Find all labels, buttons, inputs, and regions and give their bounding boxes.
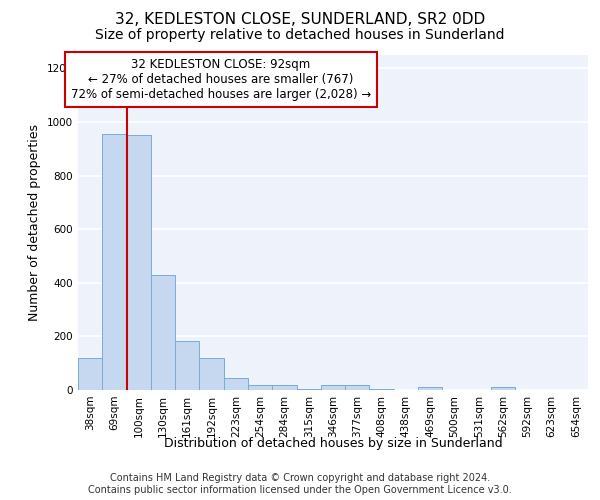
Bar <box>296 388 321 390</box>
Text: 32 KEDLESTON CLOSE: 92sqm
← 27% of detached houses are smaller (767)
72% of semi: 32 KEDLESTON CLOSE: 92sqm ← 27% of detac… <box>71 58 371 102</box>
Bar <box>151 275 175 390</box>
Bar <box>199 358 224 390</box>
Bar <box>491 388 515 390</box>
Bar <box>418 388 442 390</box>
Text: Distribution of detached houses by size in Sunderland: Distribution of detached houses by size … <box>164 438 502 450</box>
Bar <box>127 136 151 390</box>
Text: Size of property relative to detached houses in Sunderland: Size of property relative to detached ho… <box>95 28 505 42</box>
Bar <box>370 388 394 390</box>
Bar <box>248 384 272 390</box>
Bar <box>345 385 370 390</box>
Bar <box>102 134 127 390</box>
Text: Contains HM Land Registry data © Crown copyright and database right 2024.
Contai: Contains HM Land Registry data © Crown c… <box>88 474 512 495</box>
Bar <box>224 378 248 390</box>
Bar <box>175 341 199 390</box>
Bar <box>272 384 296 390</box>
Y-axis label: Number of detached properties: Number of detached properties <box>28 124 41 321</box>
Text: 32, KEDLESTON CLOSE, SUNDERLAND, SR2 0DD: 32, KEDLESTON CLOSE, SUNDERLAND, SR2 0DD <box>115 12 485 28</box>
Bar <box>78 358 102 390</box>
Bar <box>321 385 345 390</box>
